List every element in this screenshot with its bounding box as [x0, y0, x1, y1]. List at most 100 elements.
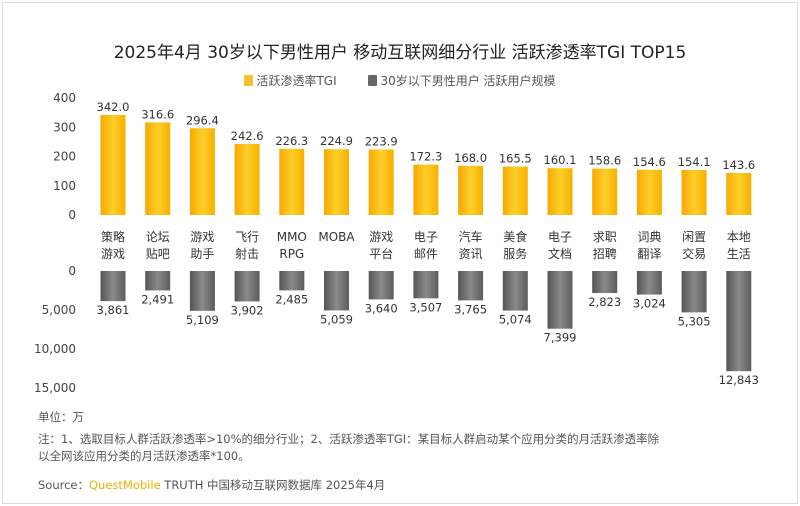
tgi-bar [458, 165, 484, 215]
tgi-data-label: 223.9 [365, 135, 398, 149]
tgi-bar [726, 172, 752, 215]
users-bar [234, 271, 260, 302]
legend-item-users: 30岁以下男性用户 活跃用户规模 [368, 72, 556, 89]
legend-item-tgi: 活跃渗透率TGI [244, 72, 337, 89]
tgi-bar [636, 169, 662, 215]
tgi-data-label: 168.0 [454, 151, 487, 165]
users-data-label: 3,902 [231, 303, 264, 317]
tgi-data-label: 224.9 [320, 134, 353, 148]
category-label: 求职 [593, 230, 617, 244]
category-label: 游戏 [369, 230, 393, 244]
users-data-label: 3,640 [365, 301, 398, 315]
y-tick-top: 400 [53, 91, 76, 105]
note-line-2: 以全网该应用分类的月活跃渗透率*100。 [38, 449, 250, 463]
users-data-label: 3,024 [633, 297, 666, 311]
users-data-label: 5,059 [320, 312, 353, 326]
category-label: 贴吧 [146, 247, 170, 261]
tgi-bar [279, 148, 305, 215]
users-data-label: 5,074 [499, 313, 532, 327]
users-data-label: 5,305 [678, 314, 711, 328]
users-data-label: 2,823 [588, 295, 621, 309]
note-line-1: 注：1、选取目标人群活跃渗透率>10%的细分行业；2、活跃渗透率TGI：某目标人… [38, 432, 660, 446]
category-label: MMO [277, 230, 307, 244]
source-text: TRUTH 中国移动互联网数据库 2025年4月 [160, 478, 386, 492]
tgi-data-label: 154.1 [678, 155, 711, 169]
y-tick-bottom: 5,000 [42, 303, 76, 317]
source-prefix: Source： [38, 478, 89, 492]
category-label: 汽车 [459, 229, 483, 244]
y-tick-top: 0 [68, 208, 76, 222]
users-bar [100, 271, 126, 302]
users-data-label: 12,843 [719, 373, 759, 387]
legend: 活跃渗透率TGI 30岁以下男性用户 活跃用户规模 [0, 72, 800, 89]
category-label: 文档 [548, 246, 572, 261]
y-tick-top: 200 [53, 150, 76, 164]
unit-label: 单位：万 [38, 410, 84, 424]
legend-swatch-users [368, 75, 378, 86]
tgi-bar [324, 149, 349, 215]
tgi-data-label: 242.6 [231, 129, 264, 143]
tgi-data-label: 154.6 [633, 155, 666, 169]
category-label: 游戏 [101, 247, 125, 261]
category-label: 游戏 [190, 230, 214, 244]
users-bar [636, 271, 662, 295]
category-label: 生活 [727, 247, 751, 261]
category-label: 平台 [369, 246, 393, 261]
tgi-data-label: 316.6 [141, 107, 174, 121]
tgi-data-label: 165.5 [499, 152, 532, 166]
tgi-bar [547, 168, 573, 215]
category-label: 论坛 [146, 230, 170, 244]
source-brand: QuestMobile [89, 478, 161, 492]
category-label: 交易 [682, 246, 706, 261]
category-label: 电子 [414, 230, 438, 244]
tgi-data-label: 226.3 [275, 134, 308, 148]
tgi-bar [681, 169, 707, 215]
category-label: MOBA [318, 230, 355, 244]
users-data-label: 7,399 [544, 331, 577, 345]
y-tick-top: 300 [53, 120, 76, 134]
tgi-bar [100, 114, 126, 215]
category-label: 邮件 [414, 247, 438, 261]
users-bar [726, 271, 752, 372]
category-label: 招聘 [593, 247, 617, 261]
users-data-label: 5,109 [186, 313, 219, 327]
tgi-data-label: 160.1 [544, 153, 577, 167]
tgi-data-label: 296.4 [186, 113, 219, 127]
category-label: 闲置 [682, 230, 706, 244]
users-bar [502, 271, 528, 311]
tgi-data-label: 158.6 [588, 154, 621, 168]
category-label: 本地 [727, 230, 751, 244]
users-bar [145, 271, 171, 291]
category-label: 词典 [637, 230, 661, 244]
category-label: 飞行 [235, 230, 259, 244]
category-label: 助手 [190, 247, 214, 261]
category-label: RPG [279, 247, 304, 261]
tgi-bar [502, 166, 528, 215]
tgi-data-label: 172.3 [409, 150, 442, 164]
category-label: 美食 [503, 229, 527, 244]
tgi-bar [234, 144, 260, 215]
tgi-bar [413, 164, 439, 215]
users-data-label: 3,765 [454, 302, 487, 316]
tgi-data-label: 342.0 [97, 100, 130, 114]
users-bar [368, 271, 394, 300]
legend-label-tgi: 活跃渗透率TGI [256, 74, 337, 88]
users-bar [189, 271, 215, 311]
users-bar [547, 271, 573, 329]
users-data-label: 2,491 [141, 292, 174, 306]
legend-swatch-tgi [244, 75, 254, 86]
category-label: 射击 [235, 246, 259, 261]
users-data-label: 2,485 [275, 292, 308, 306]
y-tick-bottom: 15,000 [34, 381, 76, 395]
category-label: 资讯 [459, 247, 483, 261]
tgi-bar [592, 168, 618, 215]
category-label: 电子 [548, 230, 572, 244]
tgi-bar [189, 128, 215, 215]
users-bar [279, 271, 305, 291]
users-bar [324, 271, 349, 311]
tgi-bar [368, 149, 394, 215]
category-label: 策略 [101, 229, 125, 244]
users-data-label: 3,507 [409, 300, 442, 314]
